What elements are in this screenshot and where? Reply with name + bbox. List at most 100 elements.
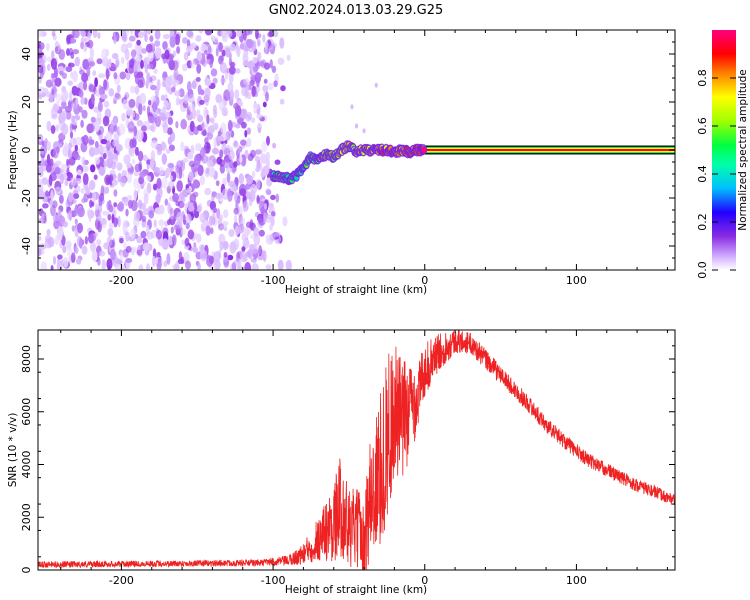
noise-blob (210, 68, 218, 77)
noise-blob (142, 242, 150, 252)
noise-blob (117, 172, 122, 183)
noise-blob (243, 78, 250, 85)
noise-blob (126, 162, 132, 169)
noise-blob (188, 94, 195, 104)
noise-blob (71, 252, 76, 263)
noise-blob (257, 51, 262, 62)
noise-blob (225, 47, 231, 58)
noise-blob (221, 49, 226, 57)
bottom-x-ticks: -200 -100 0 100 (60, 330, 668, 587)
noise-blob (226, 30, 233, 38)
noise-blob (100, 138, 108, 145)
noise-blob (143, 56, 150, 66)
noise-blob (86, 66, 91, 77)
noise-blob (223, 251, 228, 258)
noise-blob (196, 51, 203, 62)
noise-blob (273, 80, 278, 88)
noise-blob (75, 178, 82, 184)
noise-blob (125, 208, 129, 217)
noise-blob (264, 40, 269, 50)
ridge-spur (350, 104, 354, 110)
noise-blob (215, 192, 222, 200)
noise-blob (160, 225, 164, 231)
noise-blob (45, 190, 49, 197)
noise-blob (50, 190, 54, 201)
noise-blob (222, 177, 227, 186)
noise-blob (173, 224, 179, 231)
noise-blob (246, 175, 254, 185)
noise-blob (73, 207, 79, 217)
noise-blob (94, 122, 100, 133)
bottom-y-ticks: 0 2000 4000 6000 8000 (20, 345, 675, 574)
noise-blob (213, 137, 217, 149)
noise-blob (182, 63, 188, 72)
noise-blob (176, 211, 184, 224)
noise-blob (272, 142, 277, 149)
noise-blob (239, 188, 247, 197)
noise-blob (165, 167, 170, 178)
noise-blob (160, 115, 168, 121)
noise-blob (197, 262, 201, 270)
noise-blob (89, 199, 93, 208)
noise-blob (73, 122, 77, 132)
noise-blob (114, 92, 120, 99)
noise-blob (154, 30, 161, 40)
noise-blob (186, 30, 194, 38)
noise-blob (173, 69, 179, 80)
noise-blob (136, 39, 141, 46)
noise-blob (265, 159, 270, 168)
noise-blob (77, 169, 82, 176)
noise-blob (229, 241, 237, 254)
noise-blob (244, 262, 252, 270)
colorbar: 0.0 0.2 0.4 0.6 0.8 Normalized spectral ampl… (696, 30, 749, 279)
noise-blob (146, 231, 154, 240)
noise-blob (98, 164, 106, 176)
noise-blob (130, 111, 136, 119)
noise-blob (42, 203, 49, 209)
noise-blob (146, 72, 151, 82)
noise-blob (38, 178, 42, 185)
noise-blob (38, 165, 44, 178)
noise-blob (101, 259, 106, 270)
noise-blob (69, 122, 74, 132)
noise-blob (206, 114, 210, 125)
noise-blob (212, 147, 219, 155)
noise-blob (170, 226, 174, 234)
noise-blob (189, 120, 195, 132)
noise-blob (262, 34, 266, 43)
noise-blob (262, 101, 267, 108)
noise-blob (266, 213, 272, 220)
noise-blob (237, 258, 242, 266)
noise-blob (60, 111, 66, 123)
noise-blob (52, 200, 58, 209)
noise-blob (223, 209, 229, 219)
noise-blob (70, 37, 76, 44)
noise-blob (194, 154, 201, 167)
noise-blob (212, 104, 217, 115)
noise-blob (62, 126, 67, 136)
noise-blob (155, 115, 161, 128)
noise-blob (274, 159, 281, 165)
noise-blob (226, 172, 231, 183)
noise-blob (208, 167, 216, 178)
noise-blob (180, 228, 186, 235)
noise-blob (140, 125, 147, 132)
colorbar-tick-label: 0.4 (696, 165, 709, 183)
noise-blob (181, 239, 186, 245)
noise-blob (74, 246, 79, 254)
noise-blob (173, 214, 177, 222)
noise-blob (52, 147, 59, 159)
noise-blob (83, 80, 88, 91)
y-tick-label: 4000 (20, 451, 33, 479)
noise-blob (183, 251, 190, 263)
noise-blob (270, 216, 275, 227)
noise-blob (209, 117, 215, 124)
noise-blob (117, 215, 121, 228)
noise-blob (134, 73, 140, 85)
noise-blob (200, 147, 206, 157)
noise-blob (210, 35, 216, 42)
noise-blob (174, 261, 180, 270)
noise-blob (247, 60, 255, 70)
noise-blob (68, 192, 73, 203)
noise-blob (38, 30, 44, 38)
